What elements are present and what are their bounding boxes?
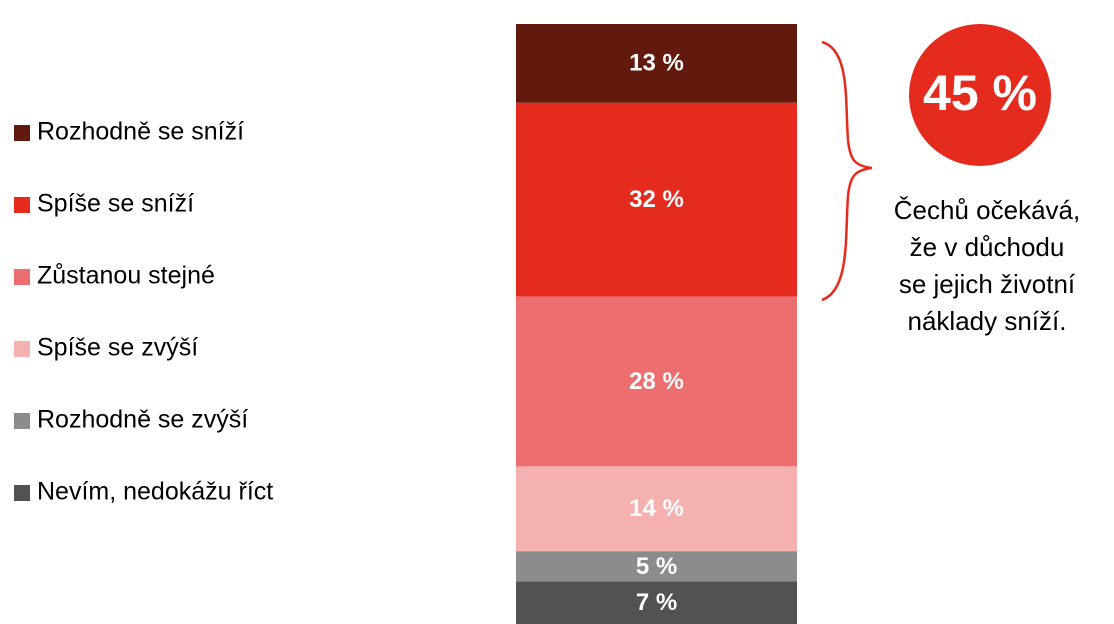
annotation-line: Čechů očekává, bbox=[894, 195, 1080, 225]
data-label: 13 % bbox=[629, 50, 684, 77]
legend-swatch bbox=[14, 341, 30, 357]
legend-label: Spíše se sníží bbox=[37, 190, 194, 218]
annotation-line: se jejich životní bbox=[899, 269, 1076, 299]
brace bbox=[821, 40, 873, 302]
highlight-circle bbox=[909, 24, 1051, 166]
legend-label: Spíše se zvýší bbox=[37, 334, 198, 362]
highlight-label: 45 % bbox=[923, 65, 1037, 121]
legend-swatch bbox=[14, 413, 30, 429]
legend-swatch bbox=[14, 125, 30, 141]
annotation-line: náklady sníží. bbox=[908, 306, 1067, 336]
data-label: 7 % bbox=[636, 589, 677, 616]
bar-segment bbox=[516, 466, 797, 552]
legend-swatch bbox=[14, 269, 30, 285]
legend-swatch bbox=[14, 197, 30, 213]
legend-label: Zůstanou stejné bbox=[37, 262, 215, 290]
legend-label: Nevím, nedokážu říct bbox=[37, 478, 273, 506]
bar-segment bbox=[516, 296, 797, 467]
bar-segment bbox=[516, 102, 797, 297]
legend-swatch bbox=[14, 485, 30, 501]
legend-label: Rozhodně se zvýší bbox=[37, 406, 248, 434]
data-label: 5 % bbox=[636, 553, 677, 580]
bar-segment bbox=[516, 24, 797, 103]
bar-segment bbox=[516, 551, 797, 582]
annotation-line: že v důchodu bbox=[910, 232, 1065, 262]
data-label: 14 % bbox=[629, 495, 684, 522]
data-label: 32 % bbox=[629, 186, 684, 213]
legend-label: Rozhodně se sníží bbox=[37, 118, 244, 146]
bar-segment bbox=[516, 581, 797, 624]
data-label: 28 % bbox=[629, 368, 684, 395]
